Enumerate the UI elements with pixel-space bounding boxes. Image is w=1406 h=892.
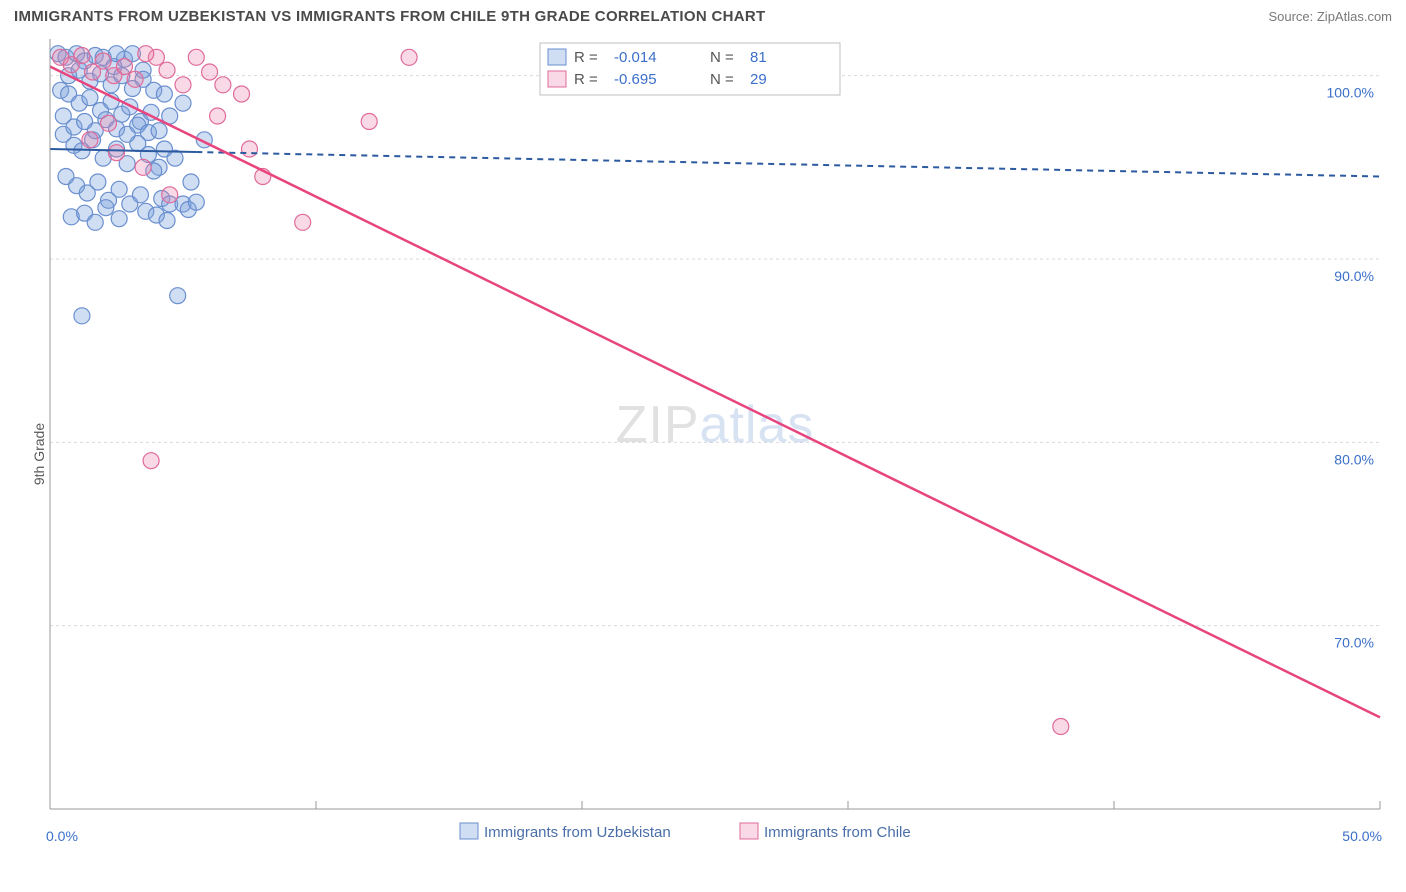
scatter-point-uzbekistan: [156, 141, 172, 157]
legend-r-key: R =: [574, 49, 598, 66]
scatter-point-chile: [188, 49, 204, 65]
scatter-point-uzbekistan: [74, 308, 90, 324]
scatter-point-chile: [175, 77, 191, 93]
scatter-point-uzbekistan: [132, 187, 148, 203]
scatter-point-uzbekistan: [98, 200, 114, 216]
scatter-point-chile: [127, 71, 143, 87]
legend-n-val: 29: [750, 71, 767, 88]
chart-container: 9th Grade 70.0%80.0%90.0%100.0%ZIPatlas0…: [0, 29, 1406, 879]
legend-n-val: 81: [750, 49, 767, 66]
scatter-point-chile: [101, 115, 117, 131]
scatter-point-chile: [95, 53, 111, 69]
legend-swatch: [548, 49, 566, 65]
scatter-point-chile: [242, 141, 258, 157]
scatter-point-uzbekistan: [170, 288, 186, 304]
y-tick-label: 80.0%: [1334, 451, 1374, 467]
scatter-point-chile: [116, 59, 132, 75]
scatter-point-chile: [401, 49, 417, 65]
bottom-legend-swatch: [460, 823, 478, 839]
scatter-point-uzbekistan: [183, 174, 199, 190]
scatter-point-chile: [210, 108, 226, 124]
trend-line-dashed: [196, 152, 1380, 176]
scatter-point-uzbekistan: [82, 90, 98, 106]
scatter-point-uzbekistan: [111, 211, 127, 227]
scatter-point-uzbekistan: [175, 95, 191, 111]
y-tick-label: 100.0%: [1327, 85, 1374, 101]
legend-n-key: N =: [710, 71, 734, 88]
scatter-point-chile: [135, 159, 151, 175]
legend-r-key: R =: [574, 71, 598, 88]
scatter-point-uzbekistan: [156, 86, 172, 102]
scatter-point-chile: [162, 187, 178, 203]
scatter-point-chile: [159, 62, 175, 78]
y-tick-label: 70.0%: [1334, 635, 1374, 651]
bottom-legend-label: Immigrants from Uzbekistan: [484, 824, 671, 841]
scatter-point-chile: [361, 114, 377, 130]
scatter-point-uzbekistan: [159, 213, 175, 229]
y-axis-label: 9th Grade: [31, 423, 47, 485]
scatter-point-chile: [1053, 719, 1069, 735]
scatter-point-chile: [82, 132, 98, 148]
scatter-point-uzbekistan: [151, 123, 167, 139]
source-label: Source: ZipAtlas.com: [1268, 9, 1392, 24]
legend-swatch: [548, 71, 566, 87]
legend-n-key: N =: [710, 49, 734, 66]
bottom-legend-label: Immigrants from Chile: [764, 824, 911, 841]
scatter-point-chile: [138, 46, 154, 62]
chart-title: IMMIGRANTS FROM UZBEKISTAN VS IMMIGRANTS…: [14, 8, 765, 25]
legend-r-val: -0.014: [614, 49, 657, 66]
scatter-point-uzbekistan: [87, 214, 103, 230]
scatter-point-chile: [109, 145, 125, 161]
chart-svg: 70.0%80.0%90.0%100.0%ZIPatlas0.0%50.0%R …: [0, 29, 1406, 879]
scatter-point-uzbekistan: [90, 174, 106, 190]
x-tick-label: 0.0%: [46, 828, 78, 844]
scatter-point-chile: [202, 64, 218, 80]
scatter-point-uzbekistan: [188, 194, 204, 210]
scatter-point-chile: [143, 453, 159, 469]
x-tick-label: 50.0%: [1342, 828, 1382, 844]
scatter-point-chile: [234, 86, 250, 102]
scatter-point-uzbekistan: [111, 181, 127, 197]
y-tick-label: 90.0%: [1334, 268, 1374, 284]
scatter-point-chile: [295, 214, 311, 230]
title-bar: IMMIGRANTS FROM UZBEKISTAN VS IMMIGRANTS…: [0, 0, 1406, 29]
bottom-legend-swatch: [740, 823, 758, 839]
trend-line: [50, 67, 1380, 718]
scatter-point-chile: [74, 48, 90, 64]
legend-r-val: -0.695: [614, 71, 657, 88]
scatter-point-chile: [215, 77, 231, 93]
